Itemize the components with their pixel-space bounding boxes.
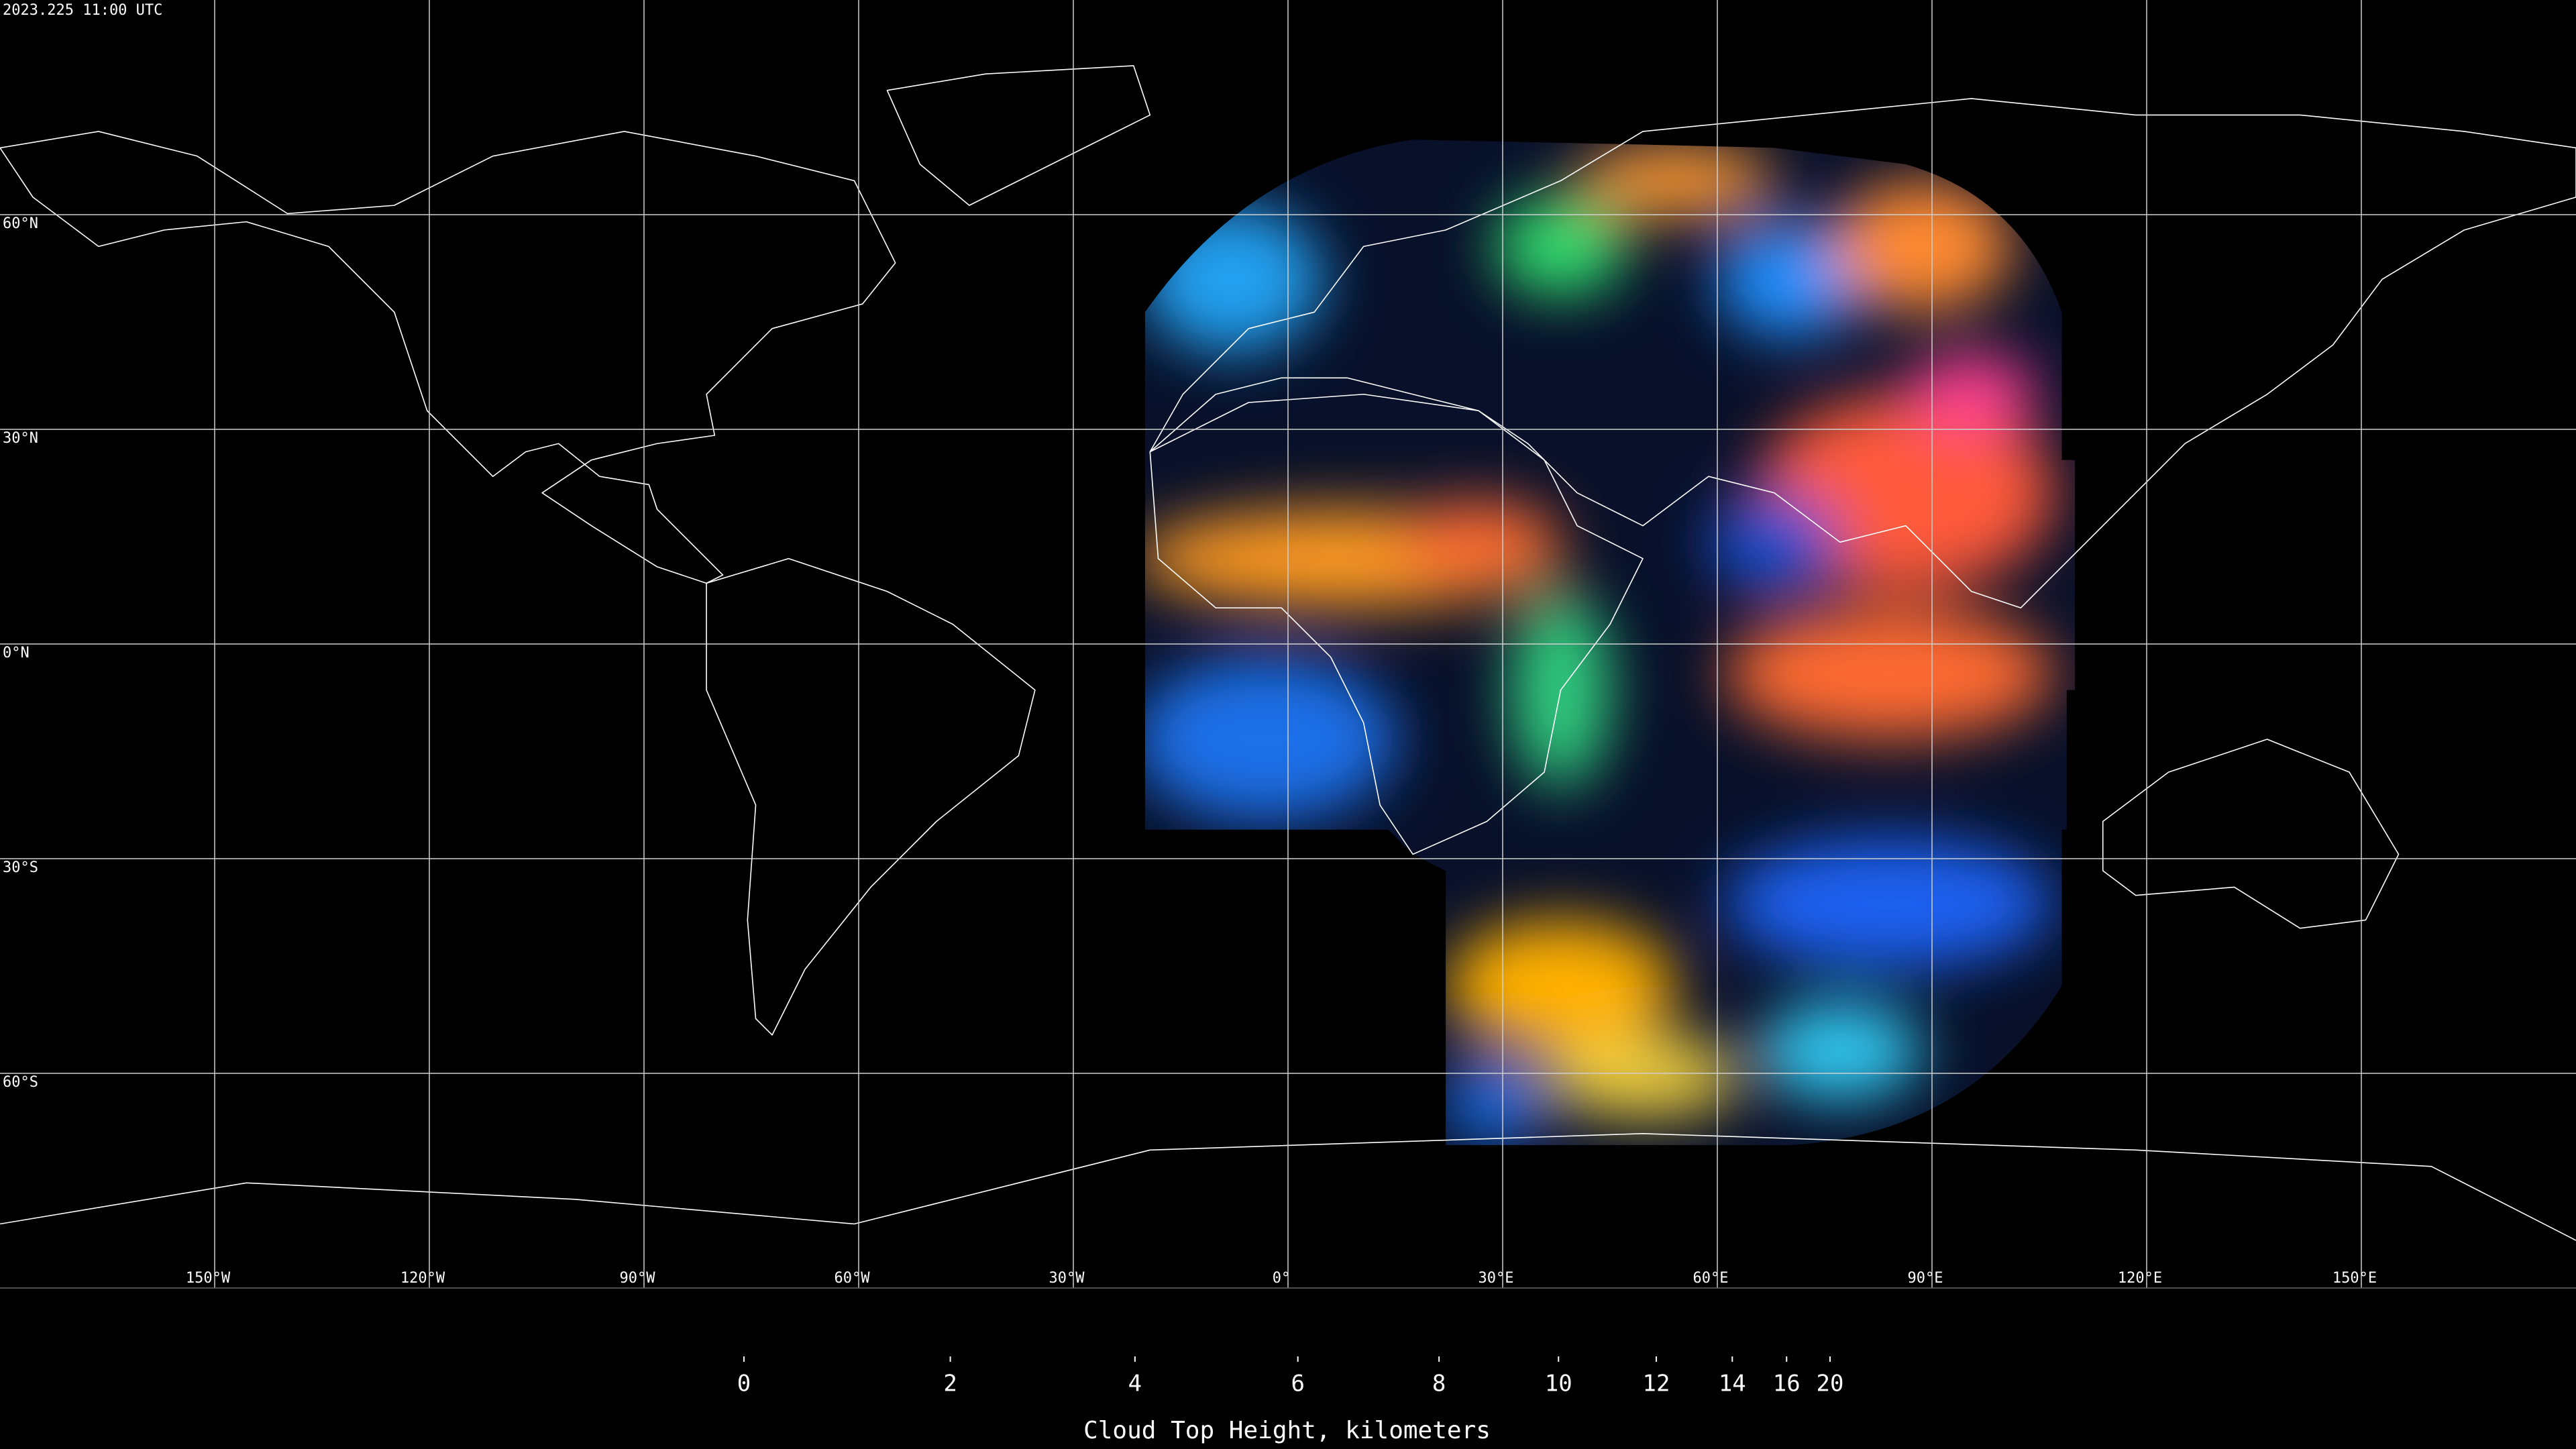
lon-label: 120°W [400, 1270, 445, 1287]
timestamp: 2023.225 11:00 UTC [3, 2, 162, 19]
lon-label: 150°W [186, 1270, 231, 1287]
coastlines [0, 66, 2576, 1240]
lat-label: 30°N [3, 430, 38, 447]
lon-label: 60°E [1693, 1270, 1729, 1287]
lon-label: 120°E [2118, 1270, 2162, 1287]
lon-label: 90°W [620, 1270, 656, 1287]
lon-label: 90°E [1908, 1270, 1943, 1287]
colorbar-tick-label: 0 [737, 1371, 751, 1397]
colorbar-label: Cloud Top Height, kilometers [1083, 1417, 1491, 1444]
colorbar-tick-label: 20 [1817, 1371, 1844, 1397]
lon-label: 60°W [835, 1270, 871, 1287]
lon-label: 30°W [1049, 1270, 1085, 1287]
colorbar-tick-label: 14 [1719, 1371, 1746, 1397]
colorbar-tick-label: 6 [1291, 1371, 1304, 1397]
colorbar-tick-label: 8 [1432, 1371, 1446, 1397]
lon-label: 30°E [1479, 1270, 1514, 1287]
lat-label: 60°S [3, 1074, 38, 1091]
lat-label: 0°N [3, 645, 30, 661]
lon-label: 0° [1273, 1270, 1291, 1287]
colorbar-tick-label: 16 [1773, 1371, 1801, 1397]
colorbar-tick-label: 10 [1545, 1371, 1572, 1397]
colorbar-tick-label: 4 [1128, 1371, 1142, 1397]
graticule [0, 0, 2576, 1288]
lon-label: 150°E [2332, 1270, 2377, 1287]
colorbar-tick-label: 2 [943, 1371, 957, 1397]
lat-label: 30°S [3, 859, 38, 876]
colorbar-tick-label: 12 [1642, 1371, 1670, 1397]
lat-label: 60°N [3, 215, 38, 232]
